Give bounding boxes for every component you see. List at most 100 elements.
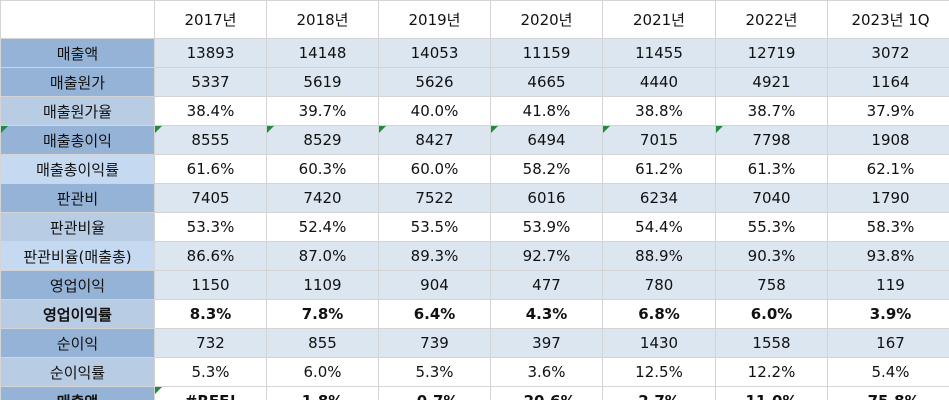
row-label-cell[interactable]: 매출액: [0, 386, 155, 400]
value-cell[interactable]: 8427: [378, 125, 491, 155]
value-cell[interactable]: 7015: [602, 125, 716, 155]
value-cell[interactable]: 58.2%: [490, 154, 603, 184]
value-cell[interactable]: 7798: [715, 125, 828, 155]
value-cell[interactable]: 5.3%: [378, 357, 491, 387]
value-cell[interactable]: -0.7%: [378, 386, 491, 400]
value-cell[interactable]: 6234: [602, 183, 716, 213]
value-cell[interactable]: 37.9%: [827, 96, 949, 126]
year-header-cell[interactable]: 2017년: [154, 0, 267, 39]
value-cell[interactable]: 7420: [266, 183, 379, 213]
row-label-cell[interactable]: 매출총이익: [0, 125, 155, 155]
value-cell[interactable]: 11455: [602, 38, 716, 68]
value-cell[interactable]: 61.2%: [602, 154, 716, 184]
value-cell[interactable]: 61.3%: [715, 154, 828, 184]
value-cell[interactable]: 167: [827, 328, 949, 358]
row-label-cell[interactable]: 매출총이익률: [0, 154, 155, 184]
value-cell[interactable]: -75.8%: [827, 386, 949, 400]
value-cell[interactable]: 7040: [715, 183, 828, 213]
value-cell[interactable]: 739: [378, 328, 491, 358]
value-cell[interactable]: #REF!: [154, 386, 267, 400]
value-cell[interactable]: 12719: [715, 38, 828, 68]
value-cell[interactable]: 6016: [490, 183, 603, 213]
value-cell[interactable]: 119: [827, 270, 949, 300]
value-cell[interactable]: 1558: [715, 328, 828, 358]
year-header-cell[interactable]: 2021년: [602, 0, 716, 39]
value-cell[interactable]: 58.3%: [827, 212, 949, 242]
value-cell[interactable]: 62.1%: [827, 154, 949, 184]
value-cell[interactable]: 4921: [715, 67, 828, 97]
value-cell[interactable]: 53.3%: [154, 212, 267, 242]
value-cell[interactable]: 4.3%: [490, 299, 603, 329]
value-cell[interactable]: 6.4%: [378, 299, 491, 329]
value-cell[interactable]: 6.8%: [602, 299, 716, 329]
year-header-cell[interactable]: 2019년: [378, 0, 491, 39]
year-header-cell[interactable]: 2022년: [715, 0, 828, 39]
value-cell[interactable]: 1164: [827, 67, 949, 97]
row-label-cell[interactable]: 매출원가율: [0, 96, 155, 126]
value-cell[interactable]: 5626: [378, 67, 491, 97]
value-cell[interactable]: 1790: [827, 183, 949, 213]
value-cell[interactable]: 780: [602, 270, 716, 300]
value-cell[interactable]: 87.0%: [266, 241, 379, 271]
value-cell[interactable]: 5337: [154, 67, 267, 97]
value-cell[interactable]: 60.0%: [378, 154, 491, 184]
row-label-cell[interactable]: 영업이익률: [0, 299, 155, 329]
value-cell[interactable]: 5619: [266, 67, 379, 97]
value-cell[interactable]: 14053: [378, 38, 491, 68]
value-cell[interactable]: 38.4%: [154, 96, 267, 126]
value-cell[interactable]: 4665: [490, 67, 603, 97]
value-cell[interactable]: 60.3%: [266, 154, 379, 184]
value-cell[interactable]: 1150: [154, 270, 267, 300]
row-label-cell[interactable]: 순이익: [0, 328, 155, 358]
value-cell[interactable]: 8.3%: [154, 299, 267, 329]
value-cell[interactable]: 8529: [266, 125, 379, 155]
value-cell[interactable]: 6.0%: [715, 299, 828, 329]
value-cell[interactable]: 3.9%: [827, 299, 949, 329]
value-cell[interactable]: 92.7%: [490, 241, 603, 271]
value-cell[interactable]: 6494: [490, 125, 603, 155]
value-cell[interactable]: 6.0%: [266, 357, 379, 387]
value-cell[interactable]: 477: [490, 270, 603, 300]
value-cell[interactable]: 3.6%: [490, 357, 603, 387]
value-cell[interactable]: 1908: [827, 125, 949, 155]
value-cell[interactable]: -20.6%: [490, 386, 603, 400]
value-cell[interactable]: 38.7%: [715, 96, 828, 126]
value-cell[interactable]: 13893: [154, 38, 267, 68]
value-cell[interactable]: 11.0%: [715, 386, 828, 400]
value-cell[interactable]: 93.8%: [827, 241, 949, 271]
value-cell[interactable]: 904: [378, 270, 491, 300]
value-cell[interactable]: 38.8%: [602, 96, 716, 126]
value-cell[interactable]: 40.0%: [378, 96, 491, 126]
value-cell[interactable]: 90.3%: [715, 241, 828, 271]
value-cell[interactable]: 61.6%: [154, 154, 267, 184]
row-label-cell[interactable]: 순이익률: [0, 357, 155, 387]
row-label-cell[interactable]: 판관비율(매출총): [0, 241, 155, 271]
row-label-cell[interactable]: 판관비율: [0, 212, 155, 242]
year-header-cell[interactable]: 2020년: [490, 0, 603, 39]
value-cell[interactable]: 53.9%: [490, 212, 603, 242]
value-cell[interactable]: 397: [490, 328, 603, 358]
value-cell[interactable]: 1.8%: [266, 386, 379, 400]
value-cell[interactable]: 7.8%: [266, 299, 379, 329]
value-cell[interactable]: 39.7%: [266, 96, 379, 126]
value-cell[interactable]: 54.4%: [602, 212, 716, 242]
value-cell[interactable]: 1430: [602, 328, 716, 358]
value-cell[interactable]: 12.5%: [602, 357, 716, 387]
row-label-cell[interactable]: 매출액: [0, 38, 155, 68]
row-label-cell[interactable]: 판관비: [0, 183, 155, 213]
value-cell[interactable]: 732: [154, 328, 267, 358]
value-cell[interactable]: 14148: [266, 38, 379, 68]
value-cell[interactable]: 5.3%: [154, 357, 267, 387]
year-header-cell[interactable]: 2023년 1Q: [827, 0, 949, 39]
value-cell[interactable]: 52.4%: [266, 212, 379, 242]
value-cell[interactable]: 5.4%: [827, 357, 949, 387]
value-cell[interactable]: 4440: [602, 67, 716, 97]
corner-cell[interactable]: [0, 0, 155, 39]
value-cell[interactable]: 86.6%: [154, 241, 267, 271]
value-cell[interactable]: 88.9%: [602, 241, 716, 271]
value-cell[interactable]: 41.8%: [490, 96, 603, 126]
value-cell[interactable]: 53.5%: [378, 212, 491, 242]
row-label-cell[interactable]: 매출원가: [0, 67, 155, 97]
value-cell[interactable]: 12.2%: [715, 357, 828, 387]
value-cell[interactable]: 8555: [154, 125, 267, 155]
